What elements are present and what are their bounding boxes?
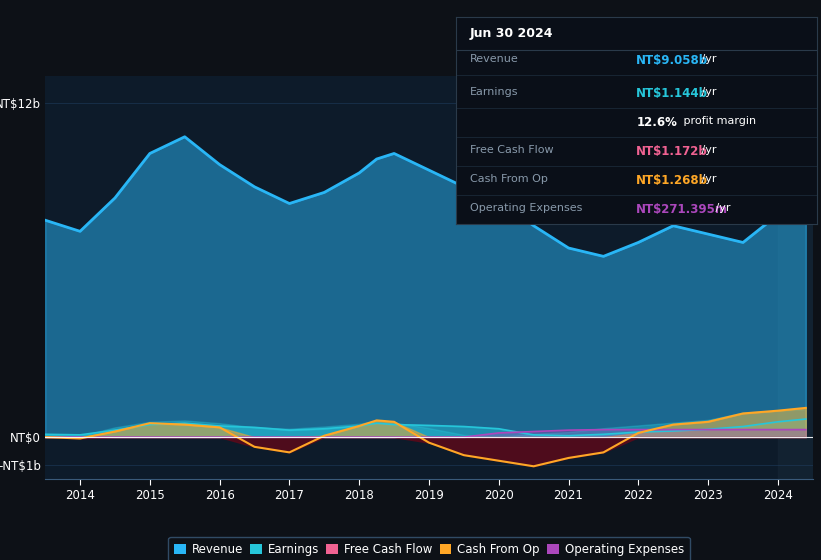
Text: /yr: /yr [712,203,730,213]
Text: NT$1.172b: NT$1.172b [636,145,708,158]
Bar [777,76,813,479]
Text: NT$9.058b: NT$9.058b [636,54,709,67]
Text: Operating Expenses: Operating Expenses [470,203,582,213]
Text: /yr: /yr [698,145,717,155]
Text: /yr: /yr [698,174,717,184]
Text: 12.6%: 12.6% [636,116,677,129]
Legend: Revenue, Earnings, Free Cash Flow, Cash From Op, Operating Expenses: Revenue, Earnings, Free Cash Flow, Cash … [168,537,690,560]
Text: NT$1.144b: NT$1.144b [636,87,709,100]
Text: NT$271.395m: NT$271.395m [636,203,728,216]
Text: Revenue: Revenue [470,54,519,64]
Text: Earnings: Earnings [470,87,519,97]
Text: /yr: /yr [698,54,717,64]
Text: /yr: /yr [698,87,717,97]
Text: Jun 30 2024: Jun 30 2024 [470,27,553,40]
Text: Free Cash Flow: Free Cash Flow [470,145,553,155]
Text: Cash From Op: Cash From Op [470,174,548,184]
Text: profit margin: profit margin [680,116,756,126]
Text: NT$1.268b: NT$1.268b [636,174,709,187]
